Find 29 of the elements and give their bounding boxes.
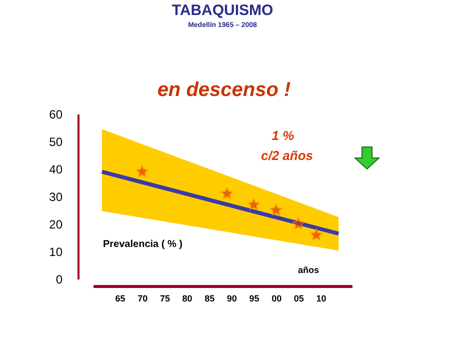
y-tick-label: 50 (49, 135, 63, 149)
point (310, 228, 322, 240)
point (292, 218, 305, 230)
x-axis-title: años (298, 265, 320, 275)
y-tick-label: 60 (49, 108, 63, 122)
point (136, 165, 148, 178)
x-tick-label: 80 (182, 294, 192, 304)
y-tick-label: 10 (49, 245, 63, 259)
y-tick-label: 40 (49, 162, 63, 176)
y-tick-label: 0 (56, 272, 63, 286)
y-tick-label: 20 (49, 218, 63, 232)
x-tick-label: 90 (226, 294, 237, 304)
y-axis-title: Prevalencia ( % ) (103, 239, 182, 250)
x-tick-label: 85 (204, 294, 215, 304)
chart-title: TABAQUISMO (172, 2, 274, 19)
annotation: 1 % (272, 128, 295, 143)
text: en descenso ! (157, 79, 292, 101)
x-tick-label: 10 (316, 294, 326, 304)
point (248, 198, 260, 210)
y-tick-label: 30 (49, 190, 63, 204)
point (270, 204, 282, 216)
annotation: c/2 años (260, 148, 314, 163)
x-tick-label: 00 (272, 294, 282, 304)
x-tick-label: 95 (249, 294, 260, 304)
x-tick-label: 05 (294, 294, 304, 304)
x-tick-label: 70 (138, 294, 148, 304)
x-tick-label: 65 (115, 294, 126, 304)
point (220, 187, 234, 200)
x-tick-label: 75 (160, 294, 170, 304)
